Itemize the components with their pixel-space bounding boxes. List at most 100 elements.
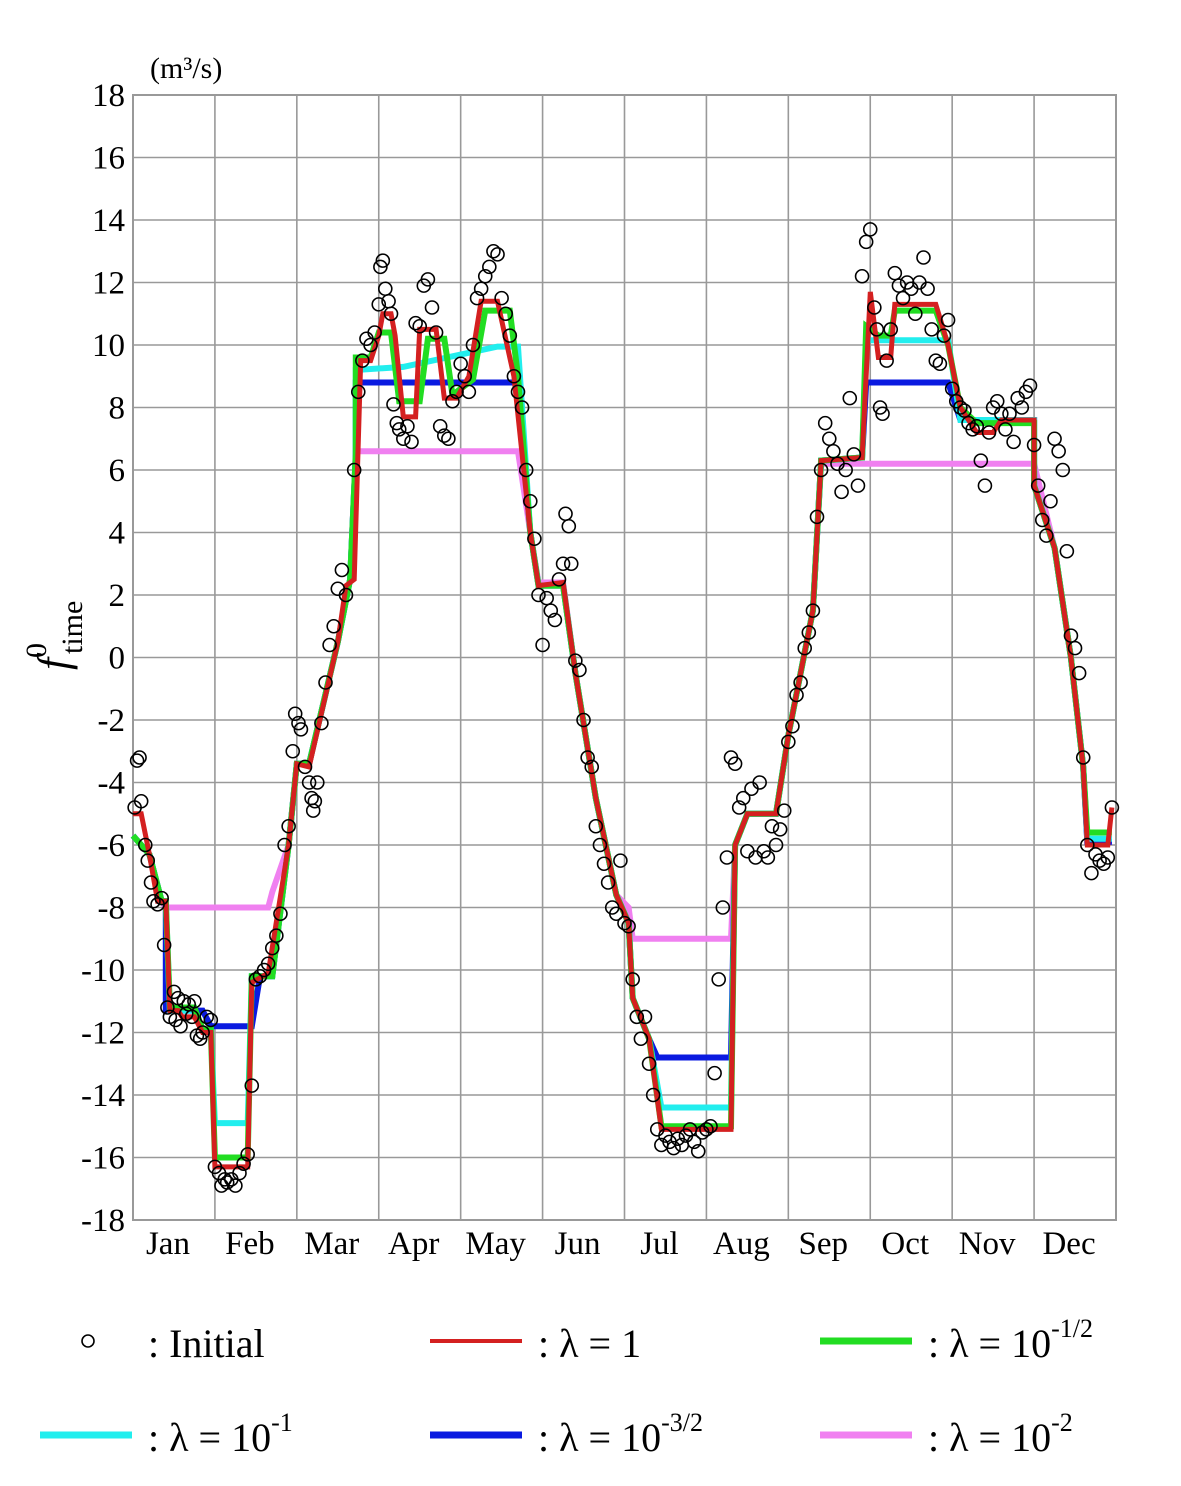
data-point bbox=[297, 759, 313, 775]
data-point bbox=[568, 653, 583, 668]
data-point bbox=[469, 290, 485, 306]
y-axis-label-sub: time bbox=[56, 601, 89, 654]
data-point bbox=[514, 400, 530, 415]
data-point bbox=[686, 1134, 702, 1150]
data-point bbox=[637, 1009, 653, 1025]
data-point bbox=[287, 706, 303, 722]
grid bbox=[132, 94, 1117, 1221]
data-point bbox=[735, 790, 751, 806]
data-point bbox=[994, 406, 1009, 422]
x-tick-label: Jul bbox=[640, 1226, 679, 1262]
data-point bbox=[482, 259, 497, 275]
data-point bbox=[140, 853, 156, 868]
data-point bbox=[160, 1000, 175, 1015]
data-point bbox=[240, 1147, 255, 1162]
data-point bbox=[879, 353, 894, 368]
data-point bbox=[305, 803, 321, 818]
x-tick-label: Oct bbox=[881, 1226, 929, 1262]
data-point bbox=[522, 493, 538, 509]
data-point bbox=[310, 775, 325, 790]
data-point bbox=[867, 300, 882, 315]
data-point bbox=[666, 1140, 681, 1156]
data-point bbox=[854, 268, 870, 284]
data-point bbox=[699, 1122, 714, 1137]
data-point bbox=[273, 906, 288, 922]
data-point bbox=[326, 618, 341, 634]
data-point bbox=[535, 637, 550, 653]
data-point bbox=[965, 422, 980, 437]
data-point bbox=[350, 384, 366, 400]
data-point bbox=[973, 453, 989, 468]
data-point bbox=[314, 715, 329, 731]
data-point bbox=[428, 325, 444, 340]
data-point bbox=[555, 556, 571, 572]
data-point bbox=[1059, 543, 1075, 559]
y-tick-label: -10 bbox=[81, 953, 125, 989]
data-point bbox=[768, 837, 784, 853]
data-point bbox=[137, 837, 153, 853]
data-point bbox=[633, 1031, 649, 1047]
data-point bbox=[592, 837, 608, 853]
data-point bbox=[928, 353, 944, 368]
y-axis-ticks: 18 16 14 12 10 8 6 4 2 0 -2 -4 -6 -8 -10 -12 -14 -16 -18 bbox=[81, 78, 125, 1239]
y-tick-label: -18 bbox=[81, 1203, 125, 1239]
data-point bbox=[543, 603, 559, 618]
x-tick-label: May bbox=[465, 1226, 526, 1262]
data-point bbox=[869, 322, 885, 337]
legend-label: : Initial bbox=[148, 1321, 265, 1366]
data-point bbox=[895, 290, 911, 306]
x-tick-label: Apr bbox=[388, 1226, 439, 1262]
y-tick-label: -4 bbox=[98, 766, 126, 802]
data-point bbox=[1080, 837, 1095, 853]
data-point bbox=[1006, 434, 1021, 450]
data-point bbox=[715, 900, 731, 915]
data-point bbox=[195, 1025, 210, 1040]
data-point bbox=[477, 268, 493, 284]
y-tick-label: 4 bbox=[109, 516, 126, 552]
data-point bbox=[236, 1156, 251, 1172]
data-point bbox=[502, 328, 518, 343]
data-point bbox=[1014, 400, 1030, 415]
data-point bbox=[924, 322, 939, 337]
data-point bbox=[842, 390, 858, 406]
data-point bbox=[375, 253, 391, 268]
data-point bbox=[281, 818, 296, 834]
data-point bbox=[386, 397, 401, 412]
data-point bbox=[445, 393, 460, 409]
data-point bbox=[625, 972, 640, 987]
data-point bbox=[727, 756, 743, 772]
x-tick-label: Aug bbox=[713, 1226, 770, 1262]
data-point bbox=[883, 322, 899, 337]
data-point bbox=[301, 775, 317, 790]
data-point bbox=[318, 675, 333, 690]
data-point bbox=[371, 297, 387, 312]
data-point bbox=[813, 462, 829, 478]
data-point bbox=[219, 1175, 235, 1190]
data-point bbox=[572, 662, 587, 678]
legend: : Initial: λ = 1: λ = 10-1/2: λ = 10-1: … bbox=[40, 1314, 1093, 1460]
data-point bbox=[338, 587, 354, 603]
data-point bbox=[441, 431, 456, 447]
data-point bbox=[506, 368, 522, 384]
data-point bbox=[617, 915, 632, 931]
data-point bbox=[563, 556, 579, 572]
data-point bbox=[420, 272, 436, 287]
data-point bbox=[187, 993, 202, 1009]
data-point bbox=[772, 822, 788, 837]
data-point bbox=[1022, 378, 1038, 393]
data-point bbox=[981, 425, 997, 440]
data-point bbox=[400, 418, 415, 434]
data-point bbox=[334, 562, 350, 578]
data-point bbox=[383, 306, 399, 322]
data-point bbox=[291, 715, 306, 731]
data-point bbox=[846, 447, 862, 462]
data-point bbox=[1104, 800, 1120, 815]
data-point bbox=[461, 384, 477, 400]
data-point bbox=[580, 750, 595, 765]
data-point bbox=[1055, 462, 1071, 478]
data-point bbox=[908, 306, 923, 322]
data-point bbox=[132, 750, 147, 765]
legend-label: : λ = 10-1/2 bbox=[928, 1314, 1093, 1366]
data-point bbox=[129, 753, 145, 768]
